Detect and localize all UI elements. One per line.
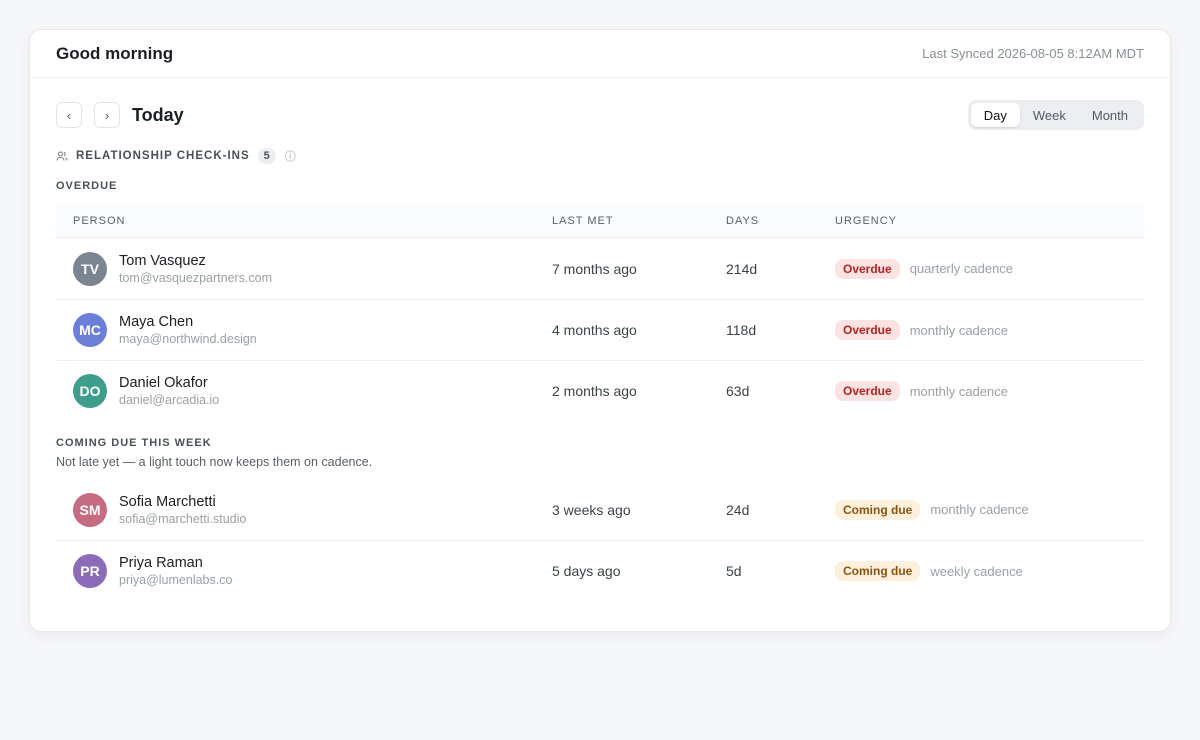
column-header: LAST MET — [552, 214, 614, 227]
last-met: 2 months ago — [552, 383, 637, 399]
urgency-badge: Coming due — [835, 561, 921, 581]
cadence: monthly cadence — [930, 502, 1029, 517]
person-text: Sofia Marchetti sofia@marchetti.studio — [119, 494, 246, 526]
person-email: maya@northwind.design — [119, 332, 257, 346]
days: 214d — [726, 260, 758, 277]
cadence: monthly cadence — [909, 383, 1008, 399]
view-tab[interactable]: Day — [970, 103, 1020, 127]
greeting: Good morning — [56, 43, 174, 63]
column-header: URGENCY — [835, 214, 898, 227]
urgency-badge: Coming due — [835, 499, 921, 520]
column-header: PERSON — [73, 214, 126, 227]
person-row[interactable]: SM Sofia Marchetti sofia@marchetti.studio 3… — [56, 479, 1144, 540]
person-name: Daniel Okafor — [119, 375, 208, 391]
rows: TV Tom Vasquez tom@vasquezpartners.com 7 mo… — [56, 238, 1144, 421]
last-met: 3 weeks ago — [552, 501, 631, 518]
group: COMING DUE THIS WEEK Not late yet — a lig… — [56, 437, 1144, 601]
person-name: Tom Vasquez — [119, 252, 206, 269]
content: ‹ › Today Day Week Month RELATIONSHIP CHEC… — [30, 100, 1170, 601]
person-cell: DO Daniel Okafor daniel@arcadia.io — [56, 374, 552, 408]
group-title: COMING DUE THIS WEEK — [56, 437, 212, 449]
urgency-cell: Coming due weekly cadence — [835, 561, 1144, 581]
avatar: PR — [73, 554, 107, 588]
days: 24d — [726, 501, 750, 518]
urgency-cell: Overdue monthly cadence — [835, 320, 1144, 340]
urgency-cell: Coming due monthly cadence — [835, 499, 1144, 520]
person-cell: SM Sofia Marchetti sofia@marchetti.studio — [56, 492, 552, 527]
cadence: weekly cadence — [930, 563, 1023, 579]
section-header: RELATIONSHIP CHECK-INS 5 ⓘ — [56, 148, 1144, 164]
person-name: Priya Raman — [119, 555, 203, 571]
urgency-cell: Overdue quarterly cadence — [835, 258, 1144, 279]
group: OVERDUE PERSON LAST MET DAYS URGENCY TV Tom Va… — [56, 180, 1144, 421]
section-title: RELATIONSHIP CHECK-INS — [76, 150, 250, 162]
rows: SM Sofia Marchetti sofia@marchetti.studio 3… — [56, 479, 1144, 601]
column-header: DAYS — [726, 214, 760, 227]
days: 5d — [726, 563, 742, 579]
avatar: MC — [73, 313, 107, 347]
person-text: Maya Chen maya@northwind.design — [119, 314, 257, 346]
person-row[interactable]: TV Tom Vasquez tom@vasquezpartners.com 7 mo… — [56, 238, 1144, 299]
avatar: SM — [73, 492, 107, 527]
view-tab[interactable]: Week — [1032, 107, 1066, 123]
person-email: sofia@marchetti.studio — [119, 511, 247, 526]
avatar: TV — [73, 251, 107, 286]
group-note: Not late yet — a light touch now keeps t… — [56, 455, 373, 469]
prev-button[interactable]: ‹ — [56, 102, 82, 128]
urgency-badge: Overdue — [835, 258, 900, 279]
next-button[interactable]: › — [94, 102, 120, 128]
section-count: 5 — [257, 148, 276, 164]
people-icon — [56, 151, 68, 161]
header: Good morning Last Synced 2026-08-05 8:12… — [30, 30, 1170, 78]
urgency-cell: Overdue monthly cadence — [835, 381, 1144, 401]
person-text: Daniel Okafor daniel@arcadia.io — [119, 375, 219, 407]
cadence: monthly cadence — [909, 322, 1008, 338]
urgency-badge: Overdue — [835, 381, 900, 401]
last-met: 5 days ago — [552, 563, 621, 579]
person-name: Sofia Marchetti — [119, 493, 216, 510]
card: Good morning Last Synced 2026-08-05 8:12… — [29, 29, 1171, 632]
person-row[interactable]: MC Maya Chen maya@northwind.design 4 months… — [56, 299, 1144, 360]
person-email: daniel@arcadia.io — [119, 393, 220, 407]
person-text: Priya Raman priya@lumenlabs.co — [119, 555, 232, 587]
last-met: 4 months ago — [552, 322, 637, 338]
person-text: Tom Vasquez tom@vasquezpartners.com — [119, 253, 272, 285]
person-cell: MC Maya Chen maya@northwind.design — [56, 313, 552, 347]
last-met: 7 months ago — [552, 260, 637, 277]
person-name: Maya Chen — [119, 314, 194, 330]
date-title: Today — [132, 104, 184, 125]
days: 118d — [726, 322, 757, 338]
urgency-badge: Overdue — [835, 320, 900, 340]
group-title: OVERDUE — [56, 180, 118, 192]
view-tab[interactable]: Month — [1091, 107, 1128, 123]
table-header: PERSON LAST MET DAYS URGENCY — [56, 204, 1144, 238]
days: 63d — [726, 383, 750, 399]
person-cell: TV Tom Vasquez tom@vasquezpartners.com — [56, 251, 552, 286]
person-email: tom@vasquezpartners.com — [119, 270, 273, 285]
person-cell: PR Priya Raman priya@lumenlabs.co — [56, 554, 552, 588]
sync-status: Last Synced 2026-08-05 8:12AM MDT — [922, 46, 1144, 61]
date-nav: ‹ › Today Day Week Month — [56, 100, 1144, 130]
person-row[interactable]: PR Priya Raman priya@lumenlabs.co 5 days ag… — [56, 540, 1144, 601]
cadence: quarterly cadence — [909, 261, 1014, 276]
avatar: DO — [73, 374, 107, 408]
info-icon[interactable]: ⓘ — [284, 151, 296, 163]
person-row[interactable]: DO Daniel Okafor daniel@arcadia.io 2 months… — [56, 360, 1144, 421]
person-email: priya@lumenlabs.co — [119, 573, 233, 587]
view-tabs: Day Week Month — [967, 100, 1144, 130]
